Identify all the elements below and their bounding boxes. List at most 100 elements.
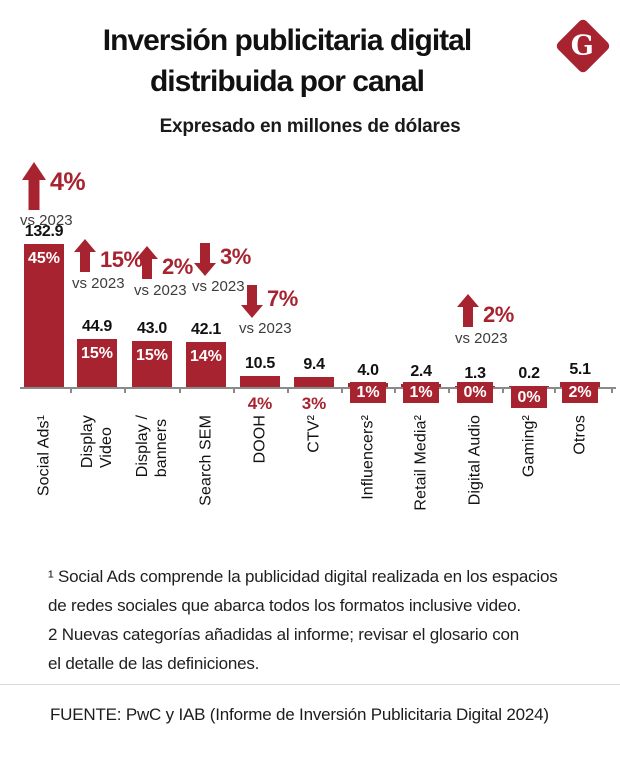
category-label: Retail Media² [412,415,431,516]
bar-share-label: 15% [135,347,169,364]
change-annotation-row: 2% [457,292,514,328]
category-label: Social Ads¹ [35,415,54,501]
change-annotation: 2% vs 2023 [134,244,193,299]
change-annotation: 15% vs 2023 [72,237,143,292]
bar-share-label: 0% [457,382,493,403]
category-label-text: Otros [571,415,589,455]
change-percent: 2% [483,302,514,327]
page-title-line2: distribuida por canal [149,65,425,98]
change-percent: 4% [50,167,86,196]
bar-share-label: 3% [301,394,327,413]
bar-value-label: 44.9 [82,318,112,335]
category-label: Digital Audio [466,415,485,510]
bar [294,377,334,387]
bar-share-label: 4% [247,394,273,413]
bar-value-label: 1.3 [464,365,486,382]
arrow-up-icon [22,162,46,210]
axis-tick [554,389,556,393]
bar-value-label: 2.4 [410,363,432,380]
bar-chart: 132.9 45% Social Ads¹ 44.9 15% Display Video 43… [20,160,616,540]
category-label: Search SEM [197,415,216,511]
category-label: DOOH [251,415,270,468]
bar [186,342,226,387]
change-annotation: 3% vs 2023 [192,243,251,295]
bar-share-label: 0% [511,387,547,408]
category-label-text: Social Ads¹ [35,415,53,497]
bar-value-label: 5.1 [569,361,591,378]
category-label-text: Display / banners [134,415,170,478]
change-annotation: 7% vs 2023 [239,285,298,337]
bar-share-label: 1% [350,382,386,403]
page-title-line1: Inversión publicitaria digital [102,24,472,57]
vs-year-caption: vs 2023 [72,275,125,292]
change-annotation-row: 4% [22,162,86,210]
change-percent: 3% [220,243,251,269]
vs-year-caption: vs 2023 [455,330,508,347]
chart-subtitle: Expresado en millones de dólares [159,116,461,137]
divider-line [0,684,620,685]
change-annotation: 4% vs 2023 [20,162,86,229]
change-percent: 2% [162,254,193,279]
arrow-down-icon [194,243,216,276]
vs-year-caption: vs 2023 [134,282,187,299]
axis-tick [611,389,613,393]
bar-value-label: 10.5 [245,355,275,372]
change-annotation-row: 3% [194,243,251,276]
axis-tick [124,389,126,393]
category-label-text: Retail Media² [412,415,430,511]
category-label-text: CTV² [305,415,323,453]
category-label-text: Influencers² [359,415,377,500]
bar-value-label: 42.1 [191,321,221,338]
axis-tick [287,389,289,393]
logo-letter: G [571,30,595,62]
bar-share-label: 14% [189,348,223,365]
arrow-up-icon [457,293,479,327]
change-annotation-row: 2% [136,244,193,280]
bar-value-label: 0.2 [518,365,540,382]
category-label-text: Search SEM [197,415,215,506]
category-label-text: Digital Audio [466,415,484,506]
bar-value-label: 43.0 [137,320,167,337]
bar-share-label: 15% [80,345,114,362]
vs-year-caption: vs 2023 [239,320,292,337]
bar [24,244,64,387]
page-title: Inversión publicitaria digital distribui… [0,20,574,102]
axis-tick [394,389,396,393]
change-annotation-row: 7% [241,285,298,318]
category-label: Display / banners [133,415,171,482]
category-label: Otros [571,415,590,460]
category-label: Gaming² [520,415,539,482]
axis-tick [502,389,504,393]
change-annotation-row: 15% [74,237,143,273]
bar [509,386,549,387]
bar-share-label: 2% [562,382,598,403]
vs-year-caption: vs 2023 [192,278,245,295]
category-label-text: DOOH [251,415,269,464]
bar-share-label: 45% [27,250,61,267]
source-text: FUENTE: PwC y IAB (Informe de Inversión … [50,705,549,724]
axis-tick [341,389,343,393]
footnotes: ¹ Social Ads comprende la publicidad dig… [48,567,558,673]
axis-tick [70,389,72,393]
bar-share-label: 1% [403,382,439,403]
arrow-up-icon [74,238,96,272]
arrow-down-icon [241,285,263,318]
category-label: CTV² [305,415,324,458]
bar [240,376,280,387]
bar-value-label: 132.9 [24,223,64,240]
category-label-text: Gaming² [520,415,538,478]
axis-tick [179,389,181,393]
change-percent: 7% [267,285,298,311]
axis-tick [448,389,450,393]
category-label-text: Display Video [79,415,115,469]
vs-year-caption: vs 2023 [20,212,73,229]
change-annotation: 2% vs 2023 [455,292,514,347]
bar-value-label: 4.0 [357,362,379,379]
category-label: Influencers² [359,415,378,505]
axis-tick [233,389,235,393]
bar [132,341,172,387]
bar [77,339,117,387]
category-label: Display Video [78,415,116,473]
arrow-up-icon [136,245,158,279]
